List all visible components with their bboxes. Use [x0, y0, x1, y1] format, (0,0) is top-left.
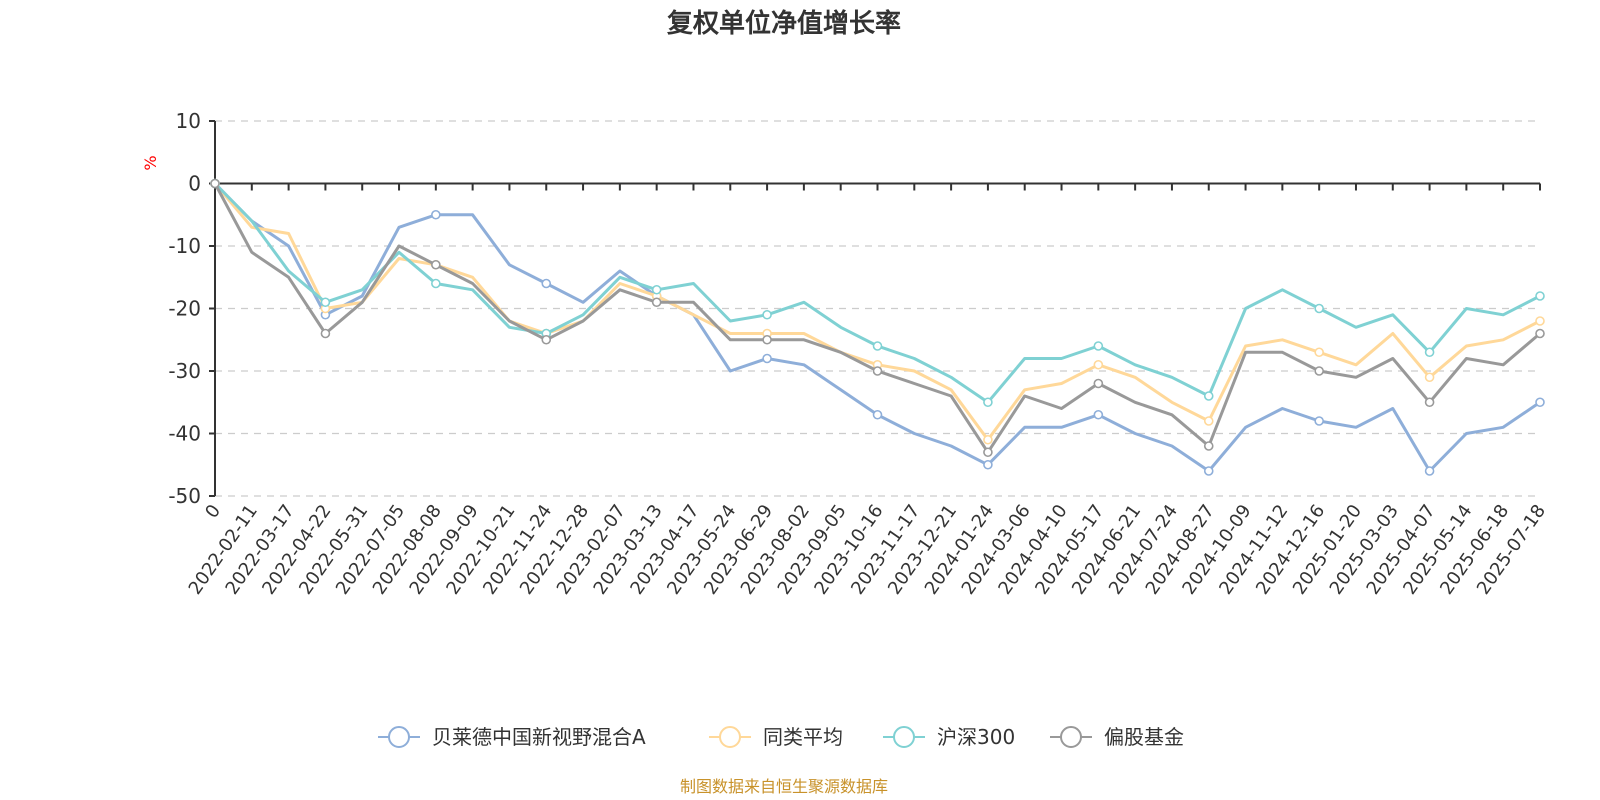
x-tick-label: 0	[201, 501, 225, 522]
series-0	[210, 178, 1545, 476]
data-point	[431, 278, 441, 289]
legend-label: 偏股基金	[1104, 725, 1184, 749]
data-point	[983, 434, 993, 445]
data-point	[1314, 303, 1324, 314]
source-note: 制图数据来自恒生聚源数据库	[680, 777, 888, 796]
series-1	[210, 178, 1545, 445]
data-point	[651, 297, 662, 308]
y-tick-label: -50	[168, 484, 201, 508]
y-tick-label: -30	[168, 359, 201, 383]
data-point	[1203, 391, 1214, 401]
legend: 贝莱德中国新视野混合A 同类平均 沪深300 偏股基金	[378, 725, 1184, 749]
legend-marker	[388, 726, 410, 748]
data-point	[1424, 347, 1435, 358]
chart-title: 复权单位净值增长率	[667, 8, 901, 39]
data-point	[983, 397, 993, 408]
legend-label: 贝莱德中国新视野混合A	[432, 725, 646, 749]
y-tick-label: -10	[168, 234, 201, 258]
data-point	[541, 278, 552, 289]
series-2	[210, 178, 1545, 408]
data-point	[320, 297, 331, 308]
gridlines	[215, 120, 1540, 497]
data-point	[1314, 366, 1324, 376]
legend-item[interactable]: 偏股基金	[1050, 725, 1184, 749]
legend-item[interactable]: 同类平均	[709, 725, 843, 749]
data-point	[1093, 359, 1104, 370]
y-tick-label: 10	[176, 109, 201, 133]
data-point	[872, 409, 883, 420]
legend-item[interactable]: 贝莱德中国新视野混合A	[378, 725, 646, 749]
data-point	[1424, 397, 1435, 408]
series-line	[213, 182, 1542, 473]
data-point	[431, 259, 441, 270]
data-point	[1535, 397, 1545, 408]
data-point	[1535, 291, 1545, 301]
legend-item[interactable]: 沪深300	[883, 725, 1015, 749]
y-tick-label: 0	[188, 172, 201, 196]
data-point	[1535, 328, 1545, 339]
data-point	[762, 353, 772, 364]
data-point	[320, 328, 331, 339]
data-point	[762, 309, 772, 320]
y-tick-label: -40	[168, 422, 201, 446]
data-point	[1203, 416, 1214, 426]
data-point	[872, 366, 883, 376]
data-point	[541, 334, 552, 345]
legend-label: 同类平均	[763, 725, 843, 749]
data-point	[872, 341, 883, 351]
data-point	[1424, 466, 1435, 476]
legend-label: 沪深300	[937, 725, 1015, 749]
data-point	[983, 459, 993, 470]
data-point	[651, 284, 662, 295]
data-point	[431, 209, 441, 220]
data-point	[1093, 409, 1104, 420]
data-point	[1093, 341, 1104, 351]
legend-marker	[1060, 726, 1082, 748]
data-point	[1203, 466, 1214, 476]
data-point	[1314, 347, 1324, 358]
legend-marker	[719, 726, 741, 748]
series-lines	[210, 178, 1545, 476]
data-point	[1093, 378, 1104, 389]
axes: 100-10-20-30-40-5002022-02-112022-03-172…	[168, 109, 1550, 599]
data-point	[210, 178, 220, 189]
data-point	[762, 334, 772, 345]
data-point	[1535, 316, 1545, 326]
legend-marker	[893, 726, 915, 748]
y-tick-label: -20	[168, 297, 201, 321]
data-point	[1203, 441, 1214, 451]
y-axis-unit: %	[141, 155, 160, 170]
series-3	[210, 178, 1545, 458]
data-point	[1314, 416, 1324, 426]
data-point	[983, 447, 993, 458]
data-point	[1424, 372, 1435, 383]
